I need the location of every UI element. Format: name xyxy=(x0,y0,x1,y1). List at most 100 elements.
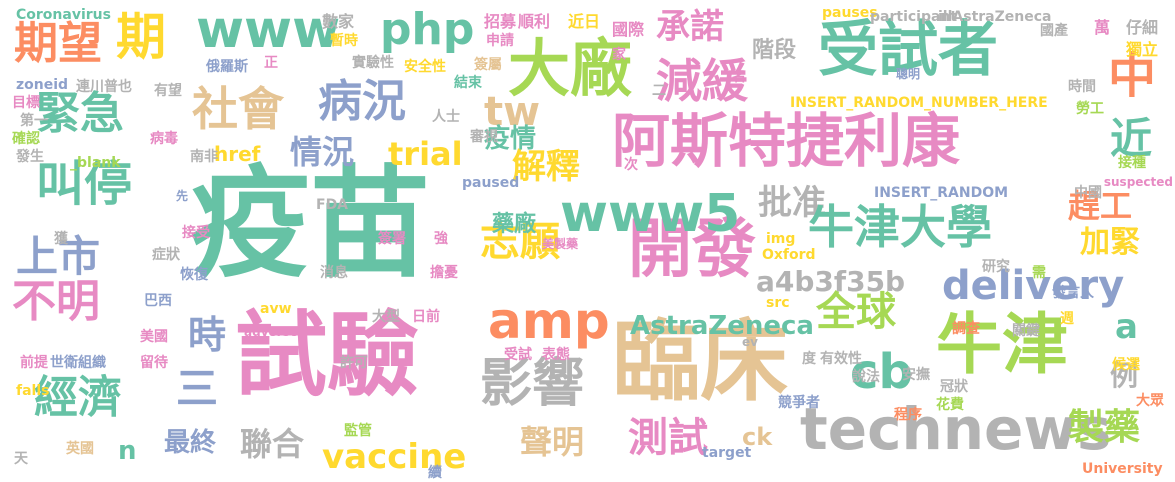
word: 志願 xyxy=(480,219,560,265)
word: 監管 xyxy=(344,423,372,439)
word: 結束 xyxy=(454,75,482,91)
word: 期望 xyxy=(14,18,102,69)
word: 加緊 xyxy=(1080,225,1140,260)
word: 製藥 xyxy=(1068,407,1141,448)
word: 受試者 xyxy=(818,15,998,85)
word: INSERT_RANDOM_NUMBER_HERE xyxy=(790,95,1048,111)
word: University xyxy=(1082,461,1163,477)
word: target xyxy=(702,445,752,461)
word: 國際 xyxy=(612,20,645,39)
word: 三 xyxy=(176,364,219,413)
word: 勞工 xyxy=(1076,101,1104,117)
word: 牛津大學 xyxy=(808,200,992,254)
word: 需 xyxy=(1032,265,1046,281)
word: 簽屬 xyxy=(474,57,502,73)
word: _blank xyxy=(70,155,121,171)
word: 大廠 xyxy=(508,32,633,105)
word: 有望 xyxy=(154,83,182,99)
word: 英國 xyxy=(66,441,94,457)
word: 聯合 xyxy=(240,425,305,463)
word: cb xyxy=(850,344,913,400)
word: 申請 xyxy=(486,33,514,49)
word: www xyxy=(196,0,341,60)
word: suspected xyxy=(1103,175,1173,189)
word: FDA xyxy=(316,197,349,213)
word: 萬 xyxy=(1094,18,1111,37)
word: 天 xyxy=(14,451,28,467)
word: 順利 xyxy=(518,12,551,31)
word: 開發 xyxy=(628,213,756,287)
word: 不明 xyxy=(12,276,100,327)
word: pauses xyxy=(822,5,878,21)
word: 趕工 xyxy=(1068,187,1133,225)
word: 第一 xyxy=(20,113,48,129)
word: 暫時 xyxy=(330,33,358,49)
word: 連川普也 xyxy=(76,79,132,95)
word: 週 xyxy=(1060,311,1074,327)
word: 大型 xyxy=(372,309,400,325)
word: 世衛組織 xyxy=(50,355,106,371)
word: 續 xyxy=(428,465,442,481)
word: ck xyxy=(742,423,773,451)
word: 例 xyxy=(1110,359,1139,392)
word: 症狀 xyxy=(152,247,180,263)
word: 南非 xyxy=(190,149,218,165)
word: 前提 xyxy=(20,355,48,371)
word: 牛津 xyxy=(936,306,1068,383)
word: 階段 xyxy=(752,38,797,63)
word: 花費 xyxy=(936,397,964,413)
word: 調查 xyxy=(952,321,980,337)
word: www5 xyxy=(560,184,741,244)
word: participant xyxy=(870,9,958,25)
word: 中 xyxy=(1108,48,1157,104)
word: trial xyxy=(388,135,463,173)
word: 病況 xyxy=(318,76,406,127)
word: 近日 xyxy=(568,12,601,31)
word: 近 xyxy=(1110,114,1153,163)
word: tw xyxy=(484,89,541,135)
word: 臨床 xyxy=(612,310,789,413)
word: img xyxy=(766,231,796,247)
word: Oxford xyxy=(762,247,816,263)
word: 情況 xyxy=(290,133,355,171)
word: 度 xyxy=(802,351,816,367)
word: illAstraZeneca xyxy=(938,9,1052,25)
word: 期 xyxy=(116,8,166,66)
word: delivery xyxy=(942,263,1125,309)
word: 發生 xyxy=(16,149,44,165)
word: 確認 xyxy=(12,131,40,147)
word: 影響 xyxy=(480,354,585,414)
word: 接種 xyxy=(1118,155,1146,171)
word: 目標 xyxy=(12,95,40,111)
word: 中國 xyxy=(1074,185,1102,201)
word: 次 xyxy=(624,157,638,173)
word: 獨立 xyxy=(1126,40,1159,59)
word: 恢復 xyxy=(180,267,208,283)
word: 審視 xyxy=(470,129,498,145)
word: src xyxy=(766,295,790,311)
word: 留待 xyxy=(140,355,168,371)
word: paused xyxy=(462,175,520,191)
word: 經濟 xyxy=(34,372,122,423)
word: 巴西 xyxy=(144,293,172,309)
word: 候選 xyxy=(1112,357,1140,373)
word: technews xyxy=(800,395,1112,463)
word: 有效性 xyxy=(820,351,862,367)
word: 試驗 xyxy=(235,302,420,409)
word: 接受 xyxy=(182,225,210,241)
word: zoneid xyxy=(16,77,69,93)
word: 美國 xyxy=(140,329,168,345)
word: 說法 xyxy=(852,369,880,385)
word: 時 xyxy=(188,313,227,357)
word: 受試 xyxy=(504,347,532,363)
word: 仔細 xyxy=(1126,18,1159,37)
word: Coronavirus xyxy=(16,7,111,23)
word: adverse xyxy=(244,325,298,339)
word: 國產 xyxy=(1040,23,1068,39)
word: 競爭者 xyxy=(778,395,820,411)
word: 時間 xyxy=(1068,79,1096,95)
word: 表態 xyxy=(542,347,570,363)
word: 疫苗 xyxy=(190,155,430,294)
word: 社會 xyxy=(192,82,284,136)
